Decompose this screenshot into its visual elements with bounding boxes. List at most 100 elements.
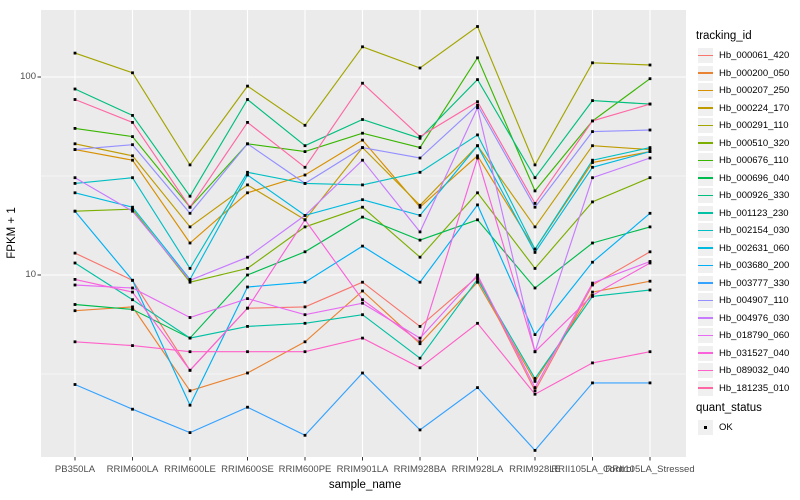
data-point [591,293,594,297]
legend-item-label: Hb_000926_330 [719,190,790,201]
legend-item-label: Hb_004907_110 [719,295,789,306]
legend-color-line [698,142,713,144]
data-point [591,176,594,180]
data-point [591,290,594,294]
legend-item-label: Hb_181235_010 [719,382,790,394]
legend-color-line [698,387,713,389]
data-point [361,146,364,149]
data-point [648,279,652,283]
data-point [418,66,422,70]
data-point [476,280,479,284]
data-point [418,428,422,432]
legend-color-line [698,282,713,284]
data-point [73,142,77,146]
data-point [476,321,479,325]
legend-key [698,258,713,273]
legend-key [698,223,713,238]
legend-color-line [698,177,713,179]
data-point [361,244,364,248]
data-point [131,344,134,347]
legend-item-label: Hb_004976_030 [719,312,790,324]
data-point [361,138,364,142]
data-point [131,207,134,211]
x-tick-label: RRIM928LA [451,464,504,475]
data-point [648,225,652,229]
x-tick-label: RRIM600PE [278,464,332,475]
data-point [476,144,479,148]
data-point [418,205,422,209]
x-tick-label: RRIM600SE [221,464,274,475]
data-point [533,389,537,393]
data-point [188,280,192,284]
legend-color-line [698,89,713,92]
data-point [246,183,249,187]
data-point [361,280,364,284]
legend-item-label: Hb_003777_330 [719,277,790,289]
data-point [476,191,479,195]
data-point [648,150,652,153]
data-point [131,158,134,162]
data-point [246,121,249,124]
data-point [418,203,422,207]
data-point [73,191,77,195]
legend-color-line [698,352,713,354]
legend-color-line [698,317,713,319]
legend-item-label: Hb_031527_040 [719,347,790,359]
data-point [303,218,307,222]
data-point [73,51,77,55]
data-point [533,333,537,336]
data-point [418,230,422,234]
legend-item-label: Hb_000224_170 [719,102,790,114]
data-point [648,211,652,215]
data-point [418,356,422,360]
data-point [648,148,652,151]
data-point [246,170,249,174]
data-point [246,191,249,195]
legend-key [698,345,713,361]
x-tick-label: RRIM600LE [164,464,216,475]
data-point [246,350,249,354]
data-point [533,392,537,396]
data-point [303,182,307,185]
data-point [303,350,307,354]
legend-key [698,135,713,151]
data-point [476,106,479,110]
data-point [303,214,307,217]
data-point [648,63,652,67]
data-point [73,383,77,386]
legend-label-ok: OK [719,422,733,433]
legend-color-line [698,54,713,57]
data-point [131,209,134,213]
data-point [591,119,594,123]
data-point [188,431,192,434]
data-point [476,218,479,222]
data-point [188,403,192,407]
data-point [303,340,307,344]
legend-key [698,293,713,308]
legend-title-tracking-id: tracking_id [696,30,752,42]
data-point [476,25,479,28]
data-point [303,123,307,127]
data-point [131,308,134,311]
data-point [73,251,77,255]
data-point [533,386,537,389]
data-point [418,340,422,344]
data-point [131,286,134,290]
data-point [303,433,307,437]
data-point [246,84,249,88]
data-point [648,350,652,354]
data-point [303,165,307,169]
data-point [591,158,594,162]
data-point [533,350,537,354]
legend-color-line [698,159,713,162]
data-point [361,298,364,302]
data-point [533,449,537,452]
legend-color-line [698,264,713,267]
data-point [648,176,652,180]
legend-item-label: Hb_002631_060 [719,242,790,254]
data-point [131,176,134,180]
data-point [188,350,192,354]
data-point [246,267,249,270]
y-tick-label-10: 10 [25,269,36,280]
data-point [591,281,594,285]
